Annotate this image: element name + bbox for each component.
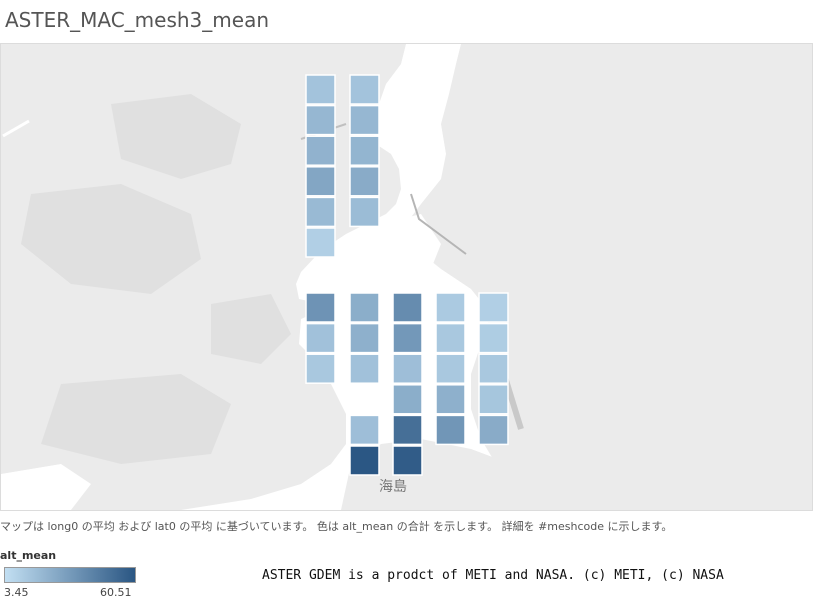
mesh-cell[interactable] <box>478 292 509 323</box>
mesh-cell[interactable] <box>305 166 336 197</box>
mesh-cell[interactable] <box>349 353 380 384</box>
mesh-cell[interactable] <box>435 292 466 323</box>
map-caption: マップは long0 の平均 および lat0 の平均 に基づいています。 色は… <box>0 520 673 533</box>
legend-title: alt_mean <box>0 549 57 562</box>
mesh-cell[interactable] <box>478 384 509 415</box>
mesh-cell[interactable] <box>392 414 423 446</box>
sheet-title: ASTER_MAC_mesh3_mean <box>5 8 270 32</box>
mesh-cell[interactable] <box>305 322 336 354</box>
mesh-cell[interactable] <box>305 74 336 105</box>
road-1 <box>410 193 467 255</box>
land-patch-4 <box>41 374 231 464</box>
mesh-cell[interactable] <box>349 292 380 323</box>
mesh-cell[interactable] <box>349 322 380 354</box>
bay-southwest <box>1 464 91 510</box>
mesh-cell[interactable] <box>349 196 380 228</box>
data-credit: ASTER GDEM is a prodct of METI and NASA.… <box>262 568 724 583</box>
color-legend-gradient <box>4 567 136 583</box>
mesh-cell[interactable] <box>392 384 423 415</box>
mesh-cells[interactable] <box>305 74 509 476</box>
mesh-cell[interactable] <box>305 353 336 384</box>
mesh-cell[interactable] <box>349 104 380 136</box>
legend-max-label: 60.51 <box>100 586 132 599</box>
mesh-cell[interactable] <box>435 322 466 354</box>
mesh-cell[interactable] <box>478 414 509 446</box>
land-patch-2 <box>21 184 201 294</box>
mesh-cell[interactable] <box>305 227 336 258</box>
mesh-cell[interactable] <box>392 292 423 323</box>
map-view[interactable]: 海島 <box>0 43 813 511</box>
map-canvas[interactable]: 海島 <box>1 44 812 510</box>
road-3 <box>2 119 30 138</box>
land-patch-1 <box>111 94 241 179</box>
mesh-cell[interactable] <box>478 353 509 384</box>
mesh-cell[interactable] <box>305 292 336 323</box>
mesh-cell[interactable] <box>349 414 380 446</box>
land-patch-3 <box>211 294 291 364</box>
mesh-cell[interactable] <box>349 74 380 105</box>
mesh-cell[interactable] <box>435 353 466 384</box>
mesh-cell[interactable] <box>392 353 423 384</box>
mesh-cell[interactable] <box>392 322 423 354</box>
mesh-cell[interactable] <box>392 445 423 476</box>
mesh-cell[interactable] <box>305 104 336 136</box>
mesh-cell[interactable] <box>435 414 466 446</box>
mesh-cell[interactable] <box>435 384 466 415</box>
mesh-cell[interactable] <box>349 135 380 166</box>
mesh-cell[interactable] <box>349 166 380 197</box>
land-south <box>341 439 531 510</box>
place-label: 海島 <box>379 479 407 495</box>
mesh-cell[interactable] <box>478 322 509 354</box>
mesh-cell[interactable] <box>305 135 336 166</box>
bay <box>381 214 441 269</box>
legend-min-label: 3.45 <box>4 586 29 599</box>
mesh-cell[interactable] <box>349 445 380 476</box>
mesh-cell[interactable] <box>305 196 336 228</box>
